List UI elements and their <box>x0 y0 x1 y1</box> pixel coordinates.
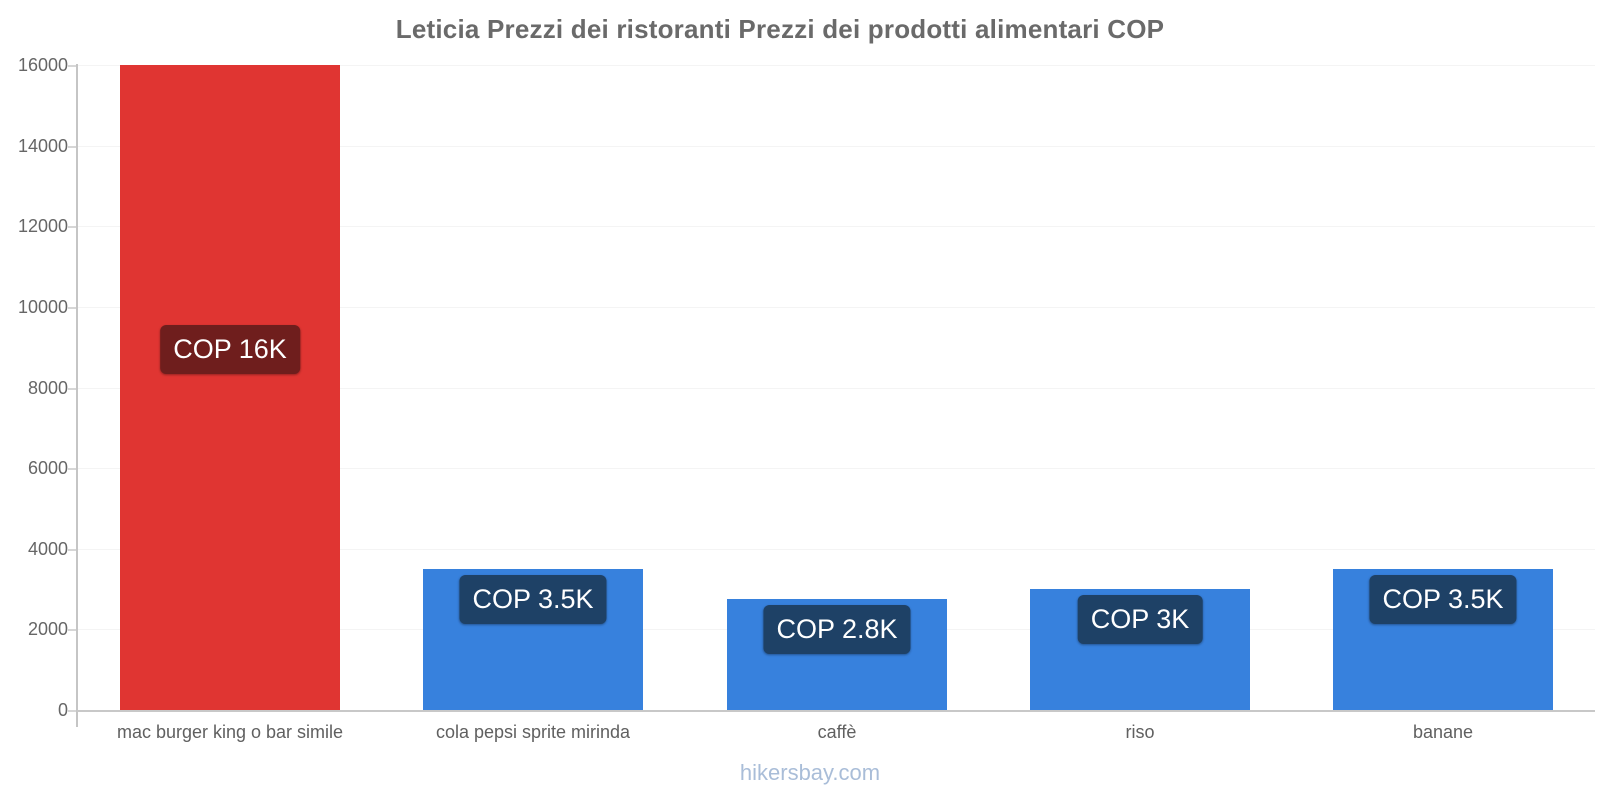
y-tick-label-8000: 8000 <box>27 378 68 398</box>
y-tick-4000 <box>68 549 78 551</box>
y-tick-label-2000: 2000 <box>27 619 68 639</box>
y-tick-0 <box>68 710 78 712</box>
gridline-6000 <box>78 468 1595 469</box>
y-tick-label-10000: 10000 <box>17 297 68 317</box>
x-category-label-4: riso <box>1125 722 1155 742</box>
gridline-8000 <box>78 388 1595 389</box>
x-category-label-5: banane <box>1412 722 1474 742</box>
y-tick-label-6000: 6000 <box>27 458 68 478</box>
y-tick-2000 <box>68 629 78 631</box>
y-tick-10000 <box>68 307 78 309</box>
y-axis-line <box>76 64 78 727</box>
x-category-label-2: cola pepsi sprite mirinda <box>435 722 631 742</box>
gridline-14000 <box>78 146 1595 147</box>
y-tick-12000 <box>68 226 78 228</box>
gridline-10000 <box>78 307 1595 308</box>
y-tick-16000 <box>68 65 78 67</box>
bar-value-label-4: COP 3K <box>1077 595 1203 644</box>
gridline-12000 <box>78 226 1595 227</box>
bar-value-label-1: COP 16K <box>160 325 300 374</box>
gridline-4000 <box>78 549 1595 550</box>
y-tick-label-0: 0 <box>57 700 68 720</box>
bar-value-label-3: COP 2.8K <box>763 605 911 654</box>
watermark-hikersbay: hikersbay.com <box>739 760 881 785</box>
y-tick-8000 <box>68 388 78 390</box>
y-tick-14000 <box>68 146 78 148</box>
x-category-label-1: mac burger king o bar simile <box>116 722 344 742</box>
x-category-label-3: caffè <box>817 722 857 742</box>
y-tick-label-14000: 14000 <box>17 136 68 156</box>
y-tick-label-16000: 16000 <box>17 55 68 75</box>
chart-title: Leticia Prezzi dei ristoranti Prezzi dei… <box>395 14 1165 44</box>
y-tick-6000 <box>68 468 78 470</box>
bar-mac-burger-king-o-bar-simile[interactable] <box>120 65 340 710</box>
y-tick-label-12000: 12000 <box>17 216 68 236</box>
y-tick-label-4000: 4000 <box>27 539 68 559</box>
bar-value-label-2: COP 3.5K <box>459 575 607 624</box>
x-axis-line <box>77 710 1595 712</box>
gridline-16000 <box>78 65 1595 66</box>
bar-value-label-5: COP 3.5K <box>1369 575 1517 624</box>
